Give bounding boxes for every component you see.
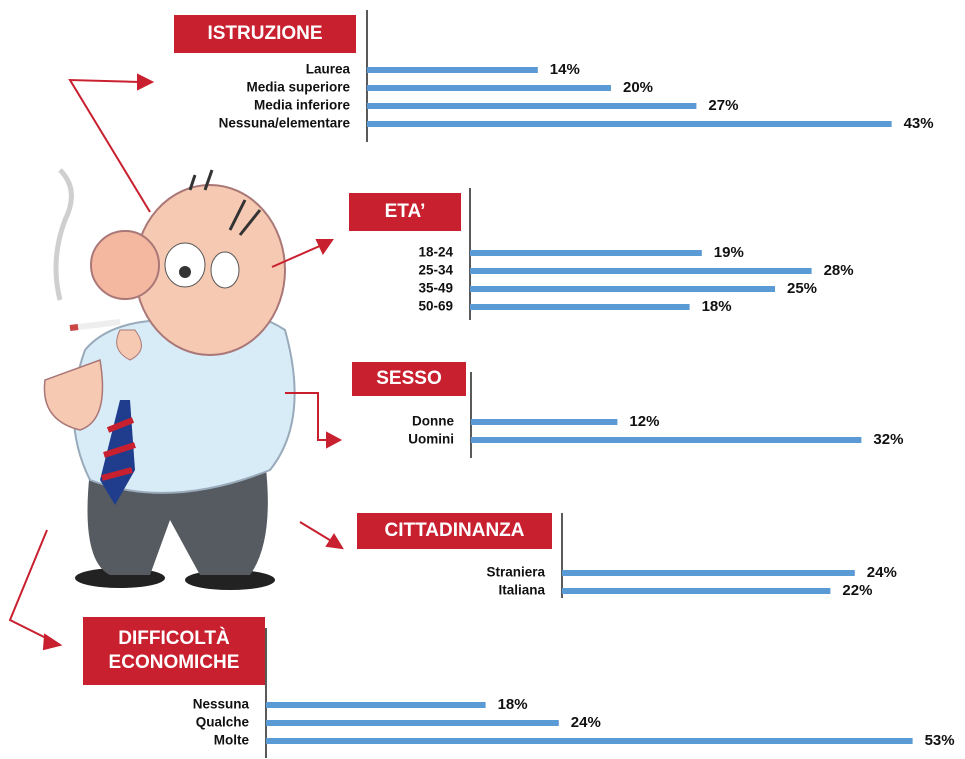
bar [470,250,702,256]
chart-title: SESSO [352,362,466,396]
bar [266,738,913,744]
value-label: 28% [824,262,854,279]
bar [266,702,486,708]
bar [367,103,696,109]
category-label: 35-49 [418,281,453,296]
bar [367,85,611,91]
value-label: 18% [702,298,732,315]
chart-title: CITTADINANZA [357,513,552,549]
value-label: 18% [498,696,528,713]
bar [470,268,812,274]
value-label: 32% [873,431,903,448]
bar [367,121,892,127]
value-label: 53% [925,732,955,749]
category-label: Italiana [498,583,545,598]
category-label: 18-24 [418,245,453,260]
value-label: 25% [787,280,817,297]
category-label: Media inferiore [254,98,351,113]
value-label: 27% [708,97,738,114]
category-label: Uomini [408,432,454,447]
category-label: 50-69 [418,299,453,314]
category-label: Nessuna/elementare [219,116,351,131]
smoker-illustration [44,170,294,590]
category-label: Donne [412,414,454,429]
value-label: 22% [842,582,872,599]
chart-title: ISTRUZIONE [174,15,356,53]
bar [471,437,861,443]
bar [266,720,559,726]
category-label: Straniera [486,565,545,580]
value-label: 20% [623,79,653,96]
value-label: 43% [904,115,934,132]
chart-title: DIFFICOLTÀ ECONOMICHE [83,617,265,685]
category-label: 25-34 [418,263,453,278]
bar [562,588,830,594]
bar [471,419,617,425]
category-label: Media superiore [246,80,350,95]
value-label: 19% [714,244,744,261]
value-label: 24% [867,564,897,581]
bar [470,304,690,310]
chart-title: ETA’ [349,193,461,231]
infographic: Laurea 14% Media superiore 20% Media inferio… [0,0,965,759]
value-label: 24% [571,714,601,731]
category-label: Laurea [306,62,351,77]
bar [367,67,538,73]
value-label: 14% [550,61,580,78]
category-label: Nessuna [193,697,250,712]
bar [470,286,775,292]
category-label: Qualche [196,715,250,730]
value-label: 12% [629,413,659,430]
bar [562,570,855,576]
category-label: Molte [214,733,250,748]
